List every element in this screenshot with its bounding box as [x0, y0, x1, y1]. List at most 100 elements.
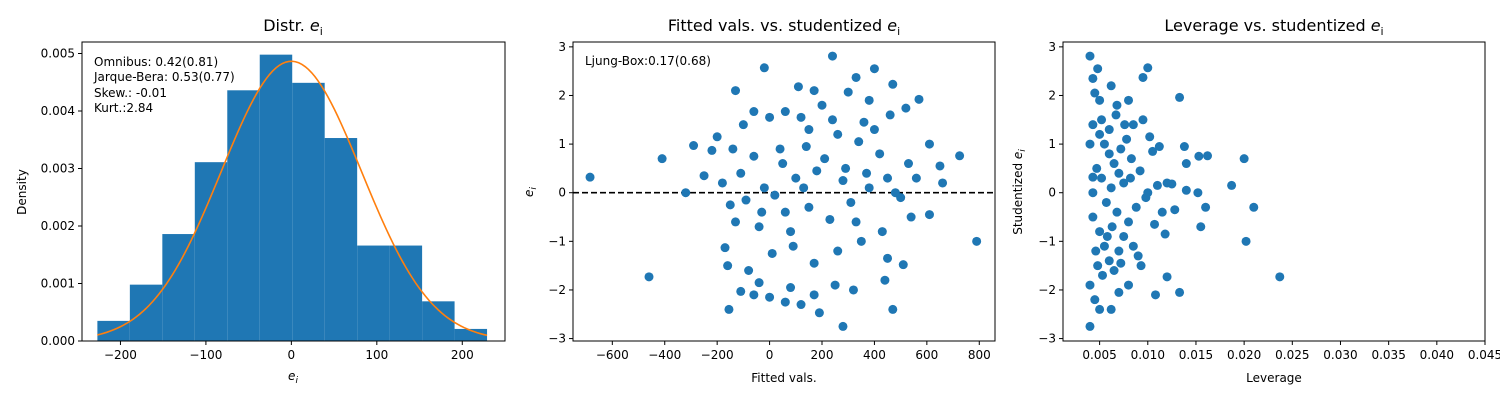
scatter-point — [1239, 154, 1249, 164]
histogram-bars — [97, 54, 488, 342]
p3-x-tick-label: 0.020 — [1227, 348, 1261, 362]
scatter-point — [1128, 120, 1138, 130]
p2-x-tick-label: −600 — [596, 348, 629, 362]
scatter-point — [712, 132, 722, 142]
p3-y-tick-label: −2 — [1038, 283, 1056, 297]
scatter-point — [1095, 129, 1105, 139]
panel1-x-label: ei — [288, 369, 298, 386]
scatter-point — [1111, 110, 1121, 120]
scatter-point — [935, 161, 945, 171]
scatter-point — [728, 144, 738, 154]
scatter-point — [888, 79, 898, 89]
scatter-point — [1088, 172, 1098, 182]
scatter-point — [859, 117, 869, 127]
scatter-point — [644, 272, 654, 282]
scatter-point — [1138, 72, 1148, 82]
scatter-point — [1275, 272, 1285, 282]
scatter-point — [1112, 207, 1122, 217]
scatter-point — [1162, 272, 1172, 282]
scatter-point — [1097, 115, 1107, 125]
p3-x-tick-label: 0.015 — [1179, 348, 1213, 362]
scatter-point — [1085, 139, 1095, 149]
scatter-point — [754, 278, 764, 288]
scatter-point — [1104, 256, 1114, 266]
density-curve — [97, 60, 488, 337]
scatter-point — [1150, 219, 1160, 229]
scatter-point — [869, 64, 879, 74]
scatter-point — [1109, 159, 1119, 169]
scatter-point — [1241, 236, 1251, 246]
p3-x-tick-label: 0.010 — [1131, 348, 1165, 362]
scatter-point — [765, 292, 775, 302]
scatter-point — [1095, 95, 1105, 105]
scatter-point — [827, 115, 837, 125]
p3-y-tick-label: 2 — [1048, 88, 1056, 102]
p1-y-tick-label: 0.001 — [41, 277, 75, 291]
scatter-point — [1116, 258, 1126, 268]
scatter-point — [1154, 142, 1164, 152]
jarque-bera-annotation: Jarque-Bera: 0.53(0.77) — [93, 70, 235, 84]
scatter-point — [1090, 88, 1100, 98]
histogram-bar — [324, 138, 358, 341]
scatter-point — [880, 275, 890, 285]
scatter-point — [1152, 180, 1162, 190]
p2-y-tick-label: 0 — [558, 186, 566, 200]
fitted-residual-points — [585, 51, 982, 331]
p2-x-tick-label: −400 — [648, 348, 681, 362]
scatter-point — [724, 304, 734, 314]
scatter-point — [786, 227, 796, 237]
scatter-point — [749, 290, 759, 300]
scatter-point — [585, 172, 595, 182]
p3-y-tick-label: −1 — [1038, 234, 1056, 248]
omnibus-annotation: Omnibus: 0.42(0.81) — [94, 55, 218, 69]
panel2-y-label: ei — [522, 187, 539, 197]
scatter-point — [1124, 217, 1134, 227]
panel1-y-label: Density — [15, 169, 29, 215]
scatter-point — [1104, 125, 1114, 135]
scatter-point — [801, 142, 811, 152]
scatter-point — [1170, 205, 1180, 215]
scatter-point — [1114, 287, 1124, 297]
scatter-point — [890, 188, 900, 198]
scatter-point — [1227, 180, 1237, 190]
scatter-point — [830, 280, 840, 290]
scatter-point — [1124, 95, 1134, 105]
scatter-point — [731, 217, 741, 227]
scatter-point — [1179, 142, 1189, 152]
panel2-title: Fitted vals. vs. studentized ei — [668, 16, 900, 38]
p2-x-tick-label: 400 — [863, 348, 886, 362]
scatter-point — [1088, 212, 1098, 222]
scatter-point — [759, 183, 769, 193]
p3-x-tick-label: 0.045 — [1468, 348, 1500, 362]
scatter-point — [765, 112, 775, 122]
histogram-bar — [389, 245, 423, 341]
scatter-point — [904, 159, 914, 169]
scatter-point — [856, 236, 866, 246]
scatter-point — [707, 145, 717, 155]
scatter-point — [738, 120, 748, 130]
ljung-box-annotation: Ljung-Box:0.17(0.68) — [585, 54, 711, 68]
scatter-point — [1150, 290, 1160, 300]
scatter-point — [1120, 120, 1130, 130]
p2-x-tick-label: −200 — [701, 348, 734, 362]
scatter-point — [1145, 132, 1155, 142]
scatter-point — [786, 283, 796, 293]
scatter-point — [1098, 270, 1108, 280]
scatter-point — [814, 308, 824, 318]
scatter-point — [1104, 149, 1114, 159]
panel1-title: Distr. ei — [263, 16, 323, 38]
scatter-point — [1181, 159, 1191, 169]
scatter-point — [1088, 188, 1098, 198]
scatter-point — [1092, 163, 1102, 173]
scatter-point — [759, 63, 769, 73]
scatter-point — [1131, 202, 1141, 212]
p3-y-tick-label: 0 — [1048, 186, 1056, 200]
scatter-point — [817, 100, 827, 110]
scatter-point — [799, 183, 809, 193]
scatter-point — [809, 86, 819, 96]
scatter-point — [820, 154, 830, 164]
scatter-point — [911, 173, 921, 183]
scatter-point — [793, 82, 803, 92]
scatter-point — [1160, 229, 1170, 239]
scatter-point — [1138, 115, 1148, 125]
